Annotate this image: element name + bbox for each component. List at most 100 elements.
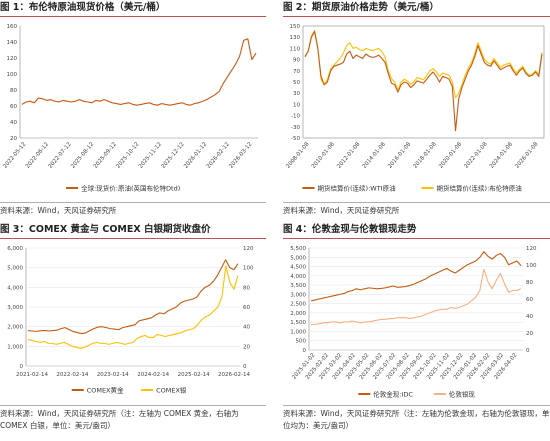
y-tick-label: 1,500: [290, 320, 306, 326]
panel-3-title: 图 3：COMEX 黄金与 COMEX 白银期货收盘价: [0, 224, 211, 235]
y-right-tick-label: 40: [243, 325, 250, 331]
y-tick-label: 120: [7, 56, 18, 62]
y-tick-label: 1,000: [7, 344, 23, 350]
panel-3: 图 3：COMEX 黄金与 COMEX 白银期货收盘价 0 1,000 2,000 3…: [0, 222, 266, 441]
y-tick-label: 40: [10, 120, 17, 126]
x-tick-label: 2025-08-12: [70, 141, 95, 169]
y-tick-label: 5,000: [7, 266, 23, 272]
y-right-tick-label: 80: [526, 280, 533, 286]
legend-label-0: 伦敦金现:IDC: [373, 390, 413, 399]
y-tick-label: 160: [7, 24, 18, 30]
y-right-tick-label: 120: [526, 246, 537, 252]
series-line-0: [304, 31, 543, 132]
x-tick-label: 2026-03-12: [228, 141, 253, 169]
x-tick-label: 2024-02-14: [137, 372, 169, 378]
panel-3-source: 资料来源：Wind，天风证券研究所（注：左轴为 COMEX 黄金，右轴为 COM…: [0, 409, 239, 430]
y-tick-label: 3,500: [290, 283, 306, 289]
panel-3-rule: [0, 238, 266, 239]
y-tick-label: 1,000: [290, 329, 306, 335]
y-tick-label: 2,000: [7, 325, 23, 331]
y-right-tick-label: 100: [243, 266, 254, 272]
y-right-tick-label: 20: [243, 344, 250, 350]
x-tick-label: 2021-02-14: [16, 372, 48, 378]
series-line-1: [304, 29, 543, 99]
legend-label-0: 全球:现货价:原油(英国布伦特Dtd): [81, 184, 180, 193]
panel-2-rule: [283, 16, 550, 17]
x-tick-label: 2026-01-12: [183, 141, 208, 169]
x-tick-label: 2022-02-14: [56, 372, 88, 378]
y-right-tick-label: 0: [243, 364, 247, 370]
x-tick-label: 2026-02-14: [218, 372, 250, 378]
x-tick-label: 2025-12-12: [161, 141, 186, 169]
y-tick-label: 0: [20, 364, 24, 370]
panel-4-source: 资料来源：Wind，天风证券研究所（注：左轴为伦敦金现，右轴为伦敦银现，单位均为…: [283, 409, 550, 430]
y-tick-label: 6,000: [7, 246, 23, 252]
y-right-tick-label: 40: [526, 314, 533, 320]
y-tick-label: -50: [291, 136, 300, 142]
x-tick-label: 2025-02-14: [178, 372, 210, 378]
x-tick-label: 2025-11-12: [138, 141, 163, 169]
x-tick-label: 2024-01-08: [489, 141, 514, 170]
panel-1: 图 1：布伦特原油现货价格（美元/桶） 20 40 60 80 100 120 140 160…: [0, 0, 266, 220]
panel-1-source: 资料来源：Wind，天风证券研究所: [0, 206, 117, 215]
y-tick-label: 2,500: [290, 302, 306, 308]
chart-3: 0 1,000 2,000 3,000 4,000 5,000 6,000 0 20 40 60 80…: [7, 246, 254, 395]
plot-frame: [302, 25, 545, 139]
y-tick-label: 20: [10, 136, 17, 142]
panel-2: 图 2：期货原油价格走势（美元/桶） -50 -30 -10 10 30 50 70 90 11…: [283, 0, 550, 220]
y-tick-label: 100: [7, 72, 18, 78]
y-tick-label: 130: [290, 35, 301, 41]
x-tick-label: 2016-01-08: [387, 141, 412, 170]
panel-2-source-rule: [283, 202, 550, 203]
y-tick-label: 60: [10, 104, 17, 110]
x-tick-label: 2014-01-08: [362, 141, 387, 170]
y-tick-label: 80: [10, 88, 17, 94]
chart-1: 20 40 60 80 100 120 140 160 2022-05-122022-06-12…: [2, 24, 258, 193]
x-tick-label: 2012-01-08: [336, 141, 361, 170]
series-line-1: [27, 265, 239, 349]
y-tick-label: 150: [290, 24, 301, 30]
x-tick-label: 2022-06-12: [25, 141, 50, 169]
series-line-1: [311, 268, 522, 326]
legend-label-0: COMEX黄金: [87, 386, 124, 395]
y-tick-label: 70: [293, 69, 300, 75]
y-tick-label: 30: [293, 91, 300, 97]
x-tick-label: 2008-01-08: [285, 141, 310, 170]
series-line-0: [21, 38, 257, 106]
y-tick-label: 4,500: [290, 265, 306, 271]
legend-label-1: COMEX银: [156, 386, 187, 395]
legend-label-0: 期货结算价(连续):WTI原油: [318, 184, 396, 193]
chart-4: 0 500 1,000 1,500 2,000 2,500 3,000 3,500 4,000 4…: [290, 246, 537, 399]
y-tick-label: 4,000: [7, 285, 23, 291]
x-tick-label: 2025-09-12: [93, 141, 118, 169]
y-tick-label: 10: [293, 102, 300, 108]
y-tick-label: -30: [291, 125, 300, 131]
x-tick-label: 2022-05-12: [2, 141, 27, 169]
panel-1-title: 图 1：布伦特原油现货价格（美元/桶）: [0, 2, 166, 13]
y-right-tick-label: 120: [243, 246, 254, 252]
y-right-tick-label: 0: [526, 348, 530, 354]
panel-4: 图 4：伦敦金现与伦敦银现走势 0 500 1,000 1,500 2,000 2,500…: [283, 222, 550, 441]
x-tick-label: 2018-01-08: [413, 141, 438, 170]
panel-4-rule: [283, 238, 550, 239]
y-tick-label: 2,000: [290, 311, 306, 317]
panel-3-source-rule: [0, 405, 266, 406]
x-tick-label: 2022-07-12: [48, 141, 73, 169]
panel-1-source-rule: [0, 202, 266, 203]
panel-2-title: 图 2：期货原油价格走势（美元/桶）: [283, 2, 439, 13]
panel-1-rule: [0, 16, 266, 17]
y-tick-label: 140: [7, 40, 18, 46]
y-tick-label: -10: [291, 114, 300, 120]
y-right-tick-label: 60: [526, 297, 533, 303]
y-tick-label: 50: [293, 80, 300, 86]
y-tick-label: 4,000: [290, 274, 306, 280]
series-line-0: [27, 259, 239, 335]
x-tick-label: 2020-01-08: [438, 141, 463, 170]
x-tick-label: 2026-01-08: [514, 141, 539, 170]
x-tick-label: 2025-10-12: [115, 141, 140, 169]
x-tick-label: 2010-01-08: [311, 141, 336, 170]
y-tick-label: 0: [303, 348, 307, 354]
legend-label-1: 期货结算价(连续):布伦特原油: [437, 184, 522, 193]
y-tick-label: 3,000: [7, 305, 23, 311]
